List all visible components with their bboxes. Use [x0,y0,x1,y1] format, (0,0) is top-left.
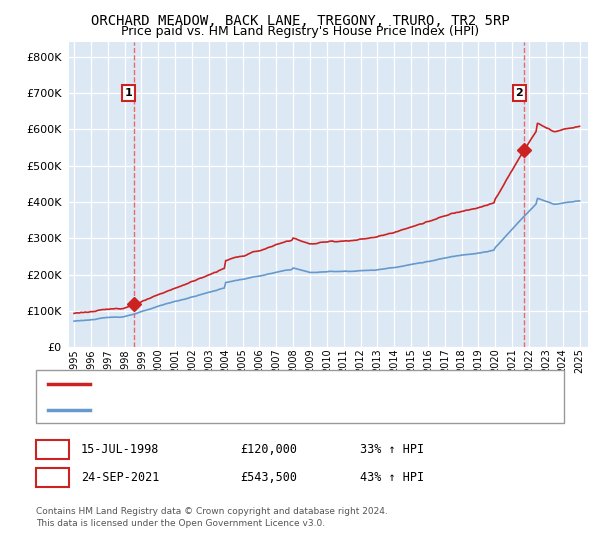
Text: £120,000: £120,000 [240,442,297,456]
Text: 15-JUL-1998: 15-JUL-1998 [81,442,160,456]
Text: HPI: Average price, detached house, Cornwall: HPI: Average price, detached house, Corn… [96,404,371,414]
Text: Price paid vs. HM Land Registry's House Price Index (HPI): Price paid vs. HM Land Registry's House … [121,25,479,38]
Text: 33% ↑ HPI: 33% ↑ HPI [360,442,424,456]
Text: ORCHARD MEADOW, BACK LANE, TREGONY, TRURO, TR2 5RP: ORCHARD MEADOW, BACK LANE, TREGONY, TRUR… [91,14,509,28]
Text: 24-SEP-2021: 24-SEP-2021 [81,470,160,484]
Text: 2: 2 [515,88,523,98]
Text: 2: 2 [49,470,56,484]
Text: 1: 1 [49,442,56,456]
Text: 43% ↑ HPI: 43% ↑ HPI [360,470,424,484]
Text: £543,500: £543,500 [240,470,297,484]
Text: ORCHARD MEADOW, BACK LANE, TREGONY, TRURO, TR2 5RP (detached house): ORCHARD MEADOW, BACK LANE, TREGONY, TRUR… [96,380,515,390]
Text: Contains HM Land Registry data © Crown copyright and database right 2024.: Contains HM Land Registry data © Crown c… [36,507,388,516]
Text: 1: 1 [125,88,133,98]
Text: This data is licensed under the Open Government Licence v3.0.: This data is licensed under the Open Gov… [36,519,325,528]
